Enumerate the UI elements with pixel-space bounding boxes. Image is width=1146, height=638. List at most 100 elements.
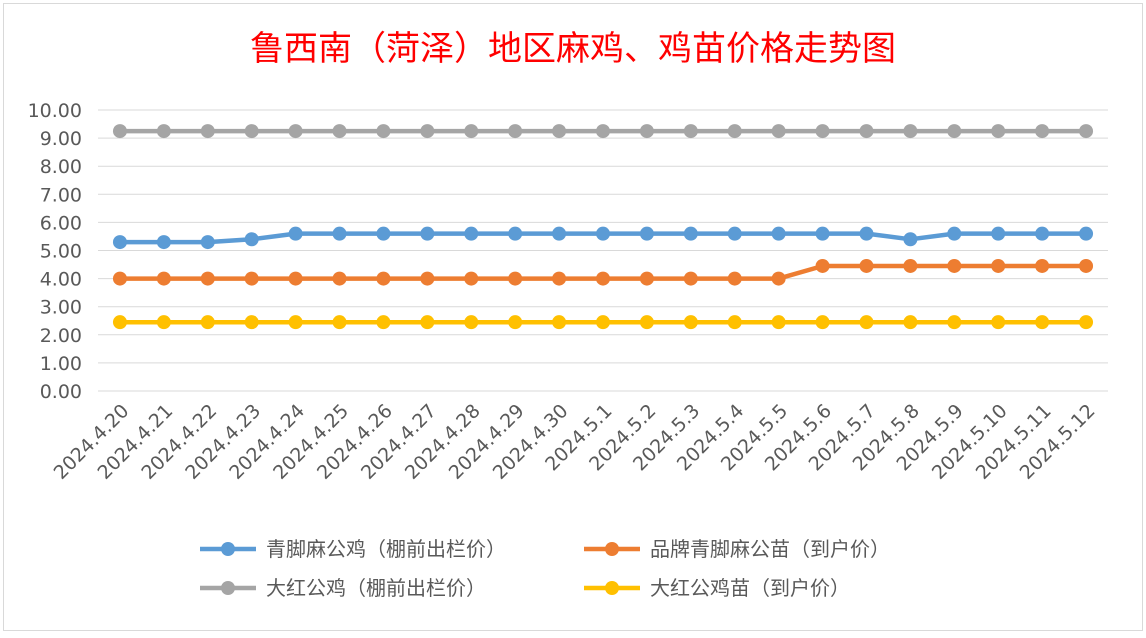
legend-swatch-marker: [221, 581, 235, 595]
data-point: [683, 124, 698, 139]
data-point: [815, 315, 830, 330]
data-point: [859, 226, 874, 241]
data-point: [464, 315, 479, 330]
legend-label: 品牌青脚麻公苗（到户价）: [650, 537, 890, 561]
data-point: [815, 124, 830, 139]
data-point: [683, 315, 698, 330]
data-point: [464, 226, 479, 241]
data-point: [288, 124, 303, 139]
data-point: [244, 232, 259, 247]
legend-label: 大红公鸡苗（到户价）: [650, 576, 850, 600]
data-point: [464, 271, 479, 286]
y-tick-label: 4.00: [40, 269, 82, 291]
data-point: [112, 315, 127, 330]
data-point: [244, 315, 259, 330]
data-point: [1079, 226, 1094, 241]
legend-label: 大红公鸡（棚前出栏价）: [266, 576, 486, 600]
data-point: [156, 124, 171, 139]
series-4: [112, 315, 1094, 330]
data-point: [1035, 226, 1050, 241]
chart-border: [3, 3, 1143, 631]
data-point: [1035, 315, 1050, 330]
series-3: [112, 124, 1094, 139]
data-point: [859, 315, 874, 330]
data-point: [200, 124, 215, 139]
series-group: [112, 124, 1094, 330]
y-tick-label: 0.00: [40, 381, 82, 403]
legend-swatch-marker: [605, 542, 619, 556]
data-point: [508, 124, 523, 139]
y-tick-label: 8.00: [40, 156, 82, 178]
data-point: [552, 271, 567, 286]
data-point: [991, 226, 1006, 241]
data-point: [815, 258, 830, 273]
legend-swatch-marker: [605, 581, 619, 595]
data-point: [420, 226, 435, 241]
data-point: [1079, 258, 1094, 273]
data-point: [727, 271, 742, 286]
data-point: [727, 124, 742, 139]
data-point: [112, 235, 127, 250]
data-point: [420, 315, 435, 330]
legend-label: 青脚麻公鸡（棚前出栏价）: [266, 537, 506, 561]
data-point: [552, 124, 567, 139]
data-point: [683, 271, 698, 286]
data-point: [639, 124, 654, 139]
y-tick-label: 6.00: [40, 212, 82, 234]
data-point: [639, 226, 654, 241]
y-tick-label: 10.00: [28, 100, 82, 122]
data-point: [508, 226, 523, 241]
data-point: [947, 226, 962, 241]
data-point: [332, 226, 347, 241]
data-point: [1079, 315, 1094, 330]
data-point: [332, 315, 347, 330]
data-point: [903, 258, 918, 273]
data-point: [859, 124, 874, 139]
data-point: [200, 315, 215, 330]
data-point: [991, 315, 1006, 330]
data-point: [771, 124, 786, 139]
data-point: [288, 226, 303, 241]
data-point: [332, 124, 347, 139]
data-point: [376, 315, 391, 330]
data-point: [639, 315, 654, 330]
y-tick-label: 2.00: [40, 325, 82, 347]
data-point: [727, 315, 742, 330]
data-point: [288, 315, 303, 330]
data-point: [376, 124, 391, 139]
data-point: [156, 235, 171, 250]
data-point: [596, 226, 610, 241]
legend-item: 大红公鸡（棚前出栏价）: [200, 576, 486, 600]
data-point: [508, 315, 523, 330]
data-point: [1035, 258, 1050, 273]
data-point: [991, 124, 1006, 139]
data-point: [639, 271, 654, 286]
data-point: [508, 271, 523, 286]
data-point: [1035, 124, 1050, 139]
data-point: [683, 226, 698, 241]
y-tick-label: 3.00: [40, 297, 82, 319]
data-point: [244, 271, 259, 286]
data-point: [903, 315, 918, 330]
data-point: [156, 271, 171, 286]
legend-swatch-marker: [221, 542, 235, 556]
data-point: [859, 258, 874, 273]
data-point: [771, 226, 786, 241]
legend-item: 品牌青脚麻公苗（到户价）: [584, 537, 890, 561]
data-point: [947, 124, 962, 139]
data-point: [420, 124, 435, 139]
legend-item: 大红公鸡苗（到户价）: [584, 576, 850, 600]
data-point: [727, 226, 742, 241]
data-point: [156, 315, 171, 330]
data-point: [947, 315, 962, 330]
data-point: [991, 258, 1006, 273]
chart-title: 鲁西南（菏泽）地区麻鸡、鸡苗价格走势图: [250, 29, 896, 69]
data-point: [596, 124, 610, 139]
y-axis-ticks: 10.00 9.00 8.00 7.00 6.00 5.00 4.00 3.00 2.00 1.0…: [28, 100, 82, 403]
data-point: [771, 271, 786, 286]
y-tick-label: 1.00: [40, 353, 82, 375]
data-point: [244, 124, 259, 139]
data-point: [112, 124, 127, 139]
data-point: [464, 124, 479, 139]
